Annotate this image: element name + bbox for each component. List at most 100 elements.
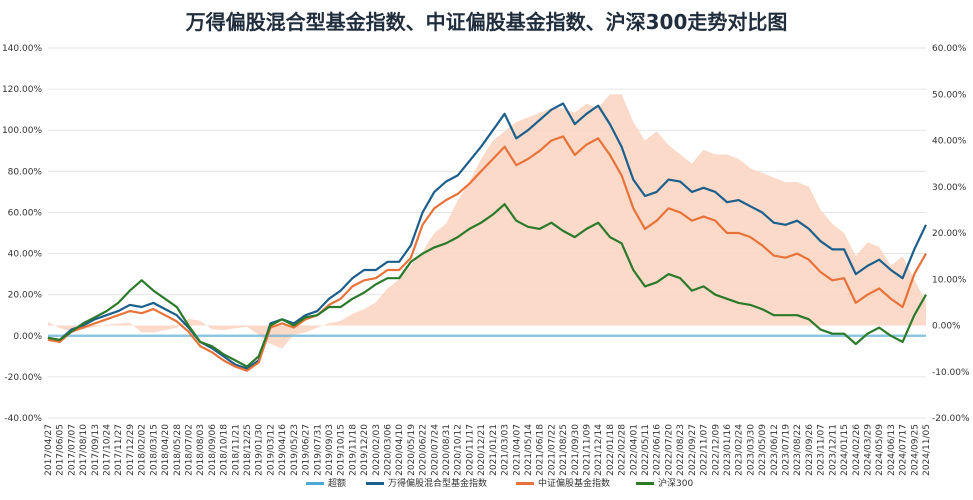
x-tick-label: 2019/06/27: [302, 424, 312, 476]
x-tick-label: 2022/12/09: [711, 424, 721, 476]
x-tick-label: 2019/07/31: [313, 424, 323, 476]
x-tick-label: 2022/01/18: [606, 424, 616, 476]
legend-label: 沪深300: [658, 477, 693, 489]
x-tick-label: 2023/07/19: [782, 424, 792, 476]
x-tick-label: 2018/02/02: [138, 424, 148, 476]
x-tick-label: 2018/05/28: [173, 424, 183, 476]
x-tick-label: 2023/09/26: [805, 424, 815, 476]
x-tick-label: 2020/12/21: [477, 424, 487, 476]
x-tick-label: 2021/04/07: [512, 424, 522, 476]
x-tick-label: 2021/07/22: [547, 424, 557, 476]
y-right-tick-label: -20.00%: [932, 414, 970, 424]
x-tick-label: 2018/09/06: [208, 424, 218, 476]
y-right-tick-label: 10.00%: [932, 275, 967, 285]
x-tick-label: 2022/04/01: [629, 424, 639, 476]
x-tick-label: 2021/09/30: [571, 424, 581, 476]
y-left-tick-label: 0.00%: [13, 332, 42, 342]
y-left-tick-label: 120.00%: [2, 85, 42, 95]
y-axis-left: -40.00% -20.00% 0.00% 20.00% 40.00% 60.00% 80.…: [2, 44, 42, 424]
y-left-tick-label: -20.00%: [4, 373, 42, 383]
legend-swatch: [306, 482, 324, 485]
series-line: [47, 203, 927, 368]
x-tick-label: 2020/04/10: [395, 424, 405, 476]
x-tick-label: 2018/12/25: [243, 424, 253, 476]
legend-swatch: [636, 482, 654, 485]
x-tick-label: 2024/02/26: [852, 424, 862, 476]
x-tick-label: 2019/05/23: [290, 424, 300, 476]
x-tick-label: 2022/05/11: [641, 424, 651, 476]
y-right-tick-label: 40.00%: [932, 137, 967, 147]
excess-area: [48, 94, 926, 349]
series-lines: [47, 102, 927, 372]
x-tick-label: 2018/10/18: [220, 424, 230, 476]
x-tick-label: 2024/05/09: [875, 424, 885, 476]
x-tick-label: 2020/06/22: [419, 424, 429, 476]
x-tick-label: 2019/10/15: [337, 424, 347, 476]
x-tick-label: 2022/08/23: [676, 424, 686, 476]
x-tick-label: 2017/04/27: [44, 424, 54, 476]
x-tick-label: 2018/04/20: [161, 424, 171, 476]
x-tick-label: 2018/11/21: [231, 424, 241, 476]
x-tick-label: 2017/10/24: [103, 424, 113, 476]
x-tick-label: 2020/05/19: [407, 424, 417, 476]
x-tick-label: 2017/11/27: [114, 424, 124, 476]
x-tick-label: 2018/08/03: [196, 424, 206, 476]
y-right-tick-label: 60.00%: [932, 44, 967, 54]
x-tick-label: 2022/02/28: [618, 424, 628, 476]
x-tick-label: 2023/03/30: [746, 424, 756, 476]
x-tick-label: 2023/06/12: [770, 424, 780, 476]
x-tick-label: 2021/03/03: [501, 424, 511, 476]
y-right-tick-label: 20.00%: [932, 229, 967, 239]
x-tick-label: 2024/09/25: [910, 424, 920, 476]
legend-swatch: [366, 482, 384, 485]
x-tick-label: 2017/08/10: [79, 424, 89, 476]
x-tick-label: 2021/12/14: [594, 424, 604, 476]
x-tick-label: 2020/03/06: [383, 424, 393, 476]
x-tick-label: 2021/11/09: [583, 424, 593, 476]
x-tick-label: 2023/02/24: [735, 424, 745, 476]
x-tick-label: 2017/12/29: [126, 424, 136, 476]
legend-label: 超额: [328, 477, 346, 489]
y-left-tick-label: 100.00%: [2, 126, 42, 136]
x-tick-label: 2017/06/05: [56, 424, 66, 476]
x-tick-label: 2020/11/17: [465, 424, 475, 476]
x-tick-label: 2021/08/25: [559, 424, 569, 476]
x-tick-label: 2018/03/15: [149, 424, 159, 476]
y-right-tick-label: 50.00%: [932, 90, 967, 100]
x-tick-label: 2024/03/29: [863, 424, 873, 476]
x-tick-label: 2019/09/03: [325, 424, 335, 476]
y-right-tick-label: 30.00%: [932, 183, 967, 193]
legend: 超额 万得偏股混合型基金指数 中证偏股基金指数 沪深300: [306, 477, 693, 489]
x-tick-label: 2020/10/12: [454, 424, 464, 476]
x-tick-label: 2021/06/18: [536, 424, 546, 476]
x-tick-label: 2020/02/03: [372, 424, 382, 476]
y-left-tick-label: 140.00%: [2, 44, 42, 54]
y-left-tick-label: 60.00%: [8, 208, 43, 218]
x-tick-label: 2023/08/22: [793, 424, 803, 476]
series-area-excess: [48, 94, 926, 349]
x-tick-label: 2019/11/18: [348, 424, 358, 476]
x-tick-label: 2020/07/24: [430, 424, 440, 476]
x-tick-label: 2023/12/11: [828, 424, 838, 476]
x-tick-label: 2019/12/20: [360, 424, 370, 476]
x-tick-label: 2023/11/07: [817, 424, 827, 476]
x-tick-label: 2022/09/27: [688, 424, 698, 476]
legend-label: 万得偏股混合型基金指数: [388, 477, 487, 489]
y-right-tick-label: 0.00%: [932, 322, 961, 332]
x-tick-label: 2024/07/17: [899, 424, 909, 476]
x-tick-label: 2024/06/13: [887, 424, 897, 476]
x-tick-label: 2021/01/21: [489, 424, 499, 476]
x-tick-label: 2019/03/12: [266, 424, 276, 476]
x-tick-label: 2022/06/16: [653, 424, 663, 476]
y-left-tick-label: 20.00%: [8, 291, 43, 301]
legend-label: 中证偏股基金指数: [538, 477, 610, 489]
x-tick-label: 2018/07/02: [184, 424, 194, 476]
x-tick-label: 2023/01/16: [723, 424, 733, 476]
x-tick-label: 2022/07/20: [664, 424, 674, 476]
chart-title: 万得偏股混合型基金指数、中证偏股基金指数、沪深300走势对比图: [185, 10, 788, 34]
x-tick-label: 2021/05/14: [524, 424, 534, 476]
x-tick-label: 2024/11/05: [922, 424, 932, 476]
y-right-tick-label: -10.00%: [932, 368, 970, 378]
x-axis: 2017/04/27 2017/06/05 2017/07/07 2017/08/10…: [44, 424, 932, 476]
